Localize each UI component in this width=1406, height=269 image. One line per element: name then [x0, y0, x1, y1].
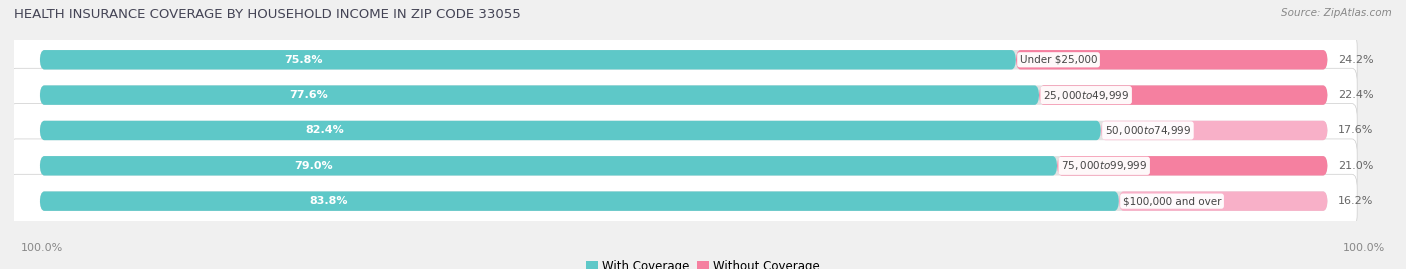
- FancyBboxPatch shape: [39, 85, 1039, 105]
- FancyBboxPatch shape: [39, 50, 1327, 69]
- FancyBboxPatch shape: [39, 85, 1327, 105]
- Text: 77.6%: 77.6%: [290, 90, 329, 100]
- FancyBboxPatch shape: [1017, 50, 1327, 69]
- FancyBboxPatch shape: [10, 33, 1357, 87]
- Text: 21.0%: 21.0%: [1339, 161, 1374, 171]
- Text: 17.6%: 17.6%: [1339, 125, 1374, 136]
- Text: Source: ZipAtlas.com: Source: ZipAtlas.com: [1281, 8, 1392, 18]
- Text: 82.4%: 82.4%: [305, 125, 344, 136]
- Text: 75.8%: 75.8%: [284, 55, 322, 65]
- FancyBboxPatch shape: [39, 192, 1119, 211]
- FancyBboxPatch shape: [1119, 192, 1327, 211]
- FancyBboxPatch shape: [1039, 85, 1327, 105]
- Text: 83.8%: 83.8%: [309, 196, 349, 206]
- Text: 100.0%: 100.0%: [1343, 243, 1385, 253]
- Text: $25,000 to $49,999: $25,000 to $49,999: [1043, 89, 1129, 102]
- FancyBboxPatch shape: [39, 121, 1327, 140]
- FancyBboxPatch shape: [10, 174, 1357, 228]
- Text: $100,000 and over: $100,000 and over: [1123, 196, 1222, 206]
- FancyBboxPatch shape: [39, 50, 1017, 69]
- Text: $75,000 to $99,999: $75,000 to $99,999: [1062, 159, 1147, 172]
- FancyBboxPatch shape: [10, 139, 1357, 193]
- FancyBboxPatch shape: [39, 156, 1327, 175]
- FancyBboxPatch shape: [39, 156, 1057, 175]
- FancyBboxPatch shape: [39, 121, 1101, 140]
- Text: Under $25,000: Under $25,000: [1019, 55, 1097, 65]
- Text: 79.0%: 79.0%: [294, 161, 333, 171]
- Text: 22.4%: 22.4%: [1339, 90, 1374, 100]
- Legend: With Coverage, Without Coverage: With Coverage, Without Coverage: [581, 255, 825, 269]
- Text: 24.2%: 24.2%: [1339, 55, 1374, 65]
- FancyBboxPatch shape: [39, 192, 1327, 211]
- Text: 100.0%: 100.0%: [21, 243, 63, 253]
- FancyBboxPatch shape: [10, 104, 1357, 157]
- Text: 16.2%: 16.2%: [1339, 196, 1374, 206]
- Text: $50,000 to $74,999: $50,000 to $74,999: [1105, 124, 1191, 137]
- Text: HEALTH INSURANCE COVERAGE BY HOUSEHOLD INCOME IN ZIP CODE 33055: HEALTH INSURANCE COVERAGE BY HOUSEHOLD I…: [14, 8, 520, 21]
- FancyBboxPatch shape: [1101, 121, 1327, 140]
- FancyBboxPatch shape: [1057, 156, 1327, 175]
- FancyBboxPatch shape: [10, 68, 1357, 122]
